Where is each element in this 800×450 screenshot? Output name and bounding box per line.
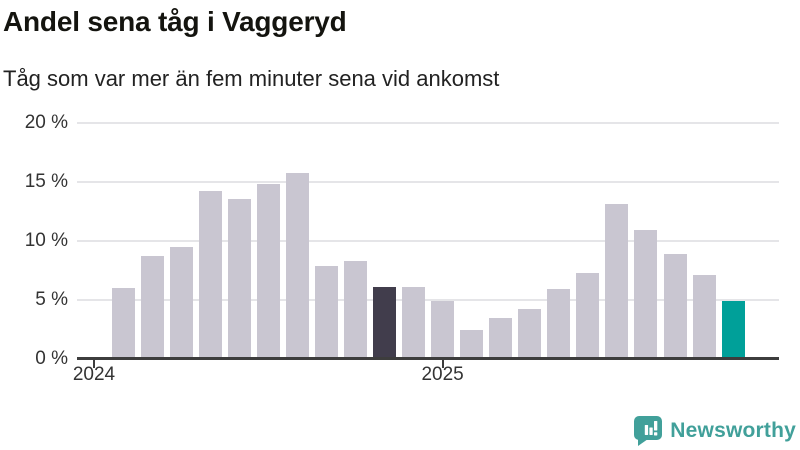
gridline-10 — [77, 240, 779, 242]
bar-2 — [140, 256, 164, 359]
bar-1 — [111, 288, 135, 359]
bar-16 — [547, 289, 571, 359]
brand-footer: Newsworthy — [633, 415, 796, 447]
bar-6 — [256, 184, 280, 359]
bar-19 — [634, 230, 658, 359]
bar-4 — [198, 191, 222, 359]
bar-3 — [169, 246, 193, 359]
newsworthy-logo-icon — [634, 416, 663, 446]
gridline-15 — [77, 181, 779, 183]
y-tick-label-10: 10 % — [24, 230, 68, 251]
y-tick-label-0: 0 % — [35, 348, 68, 369]
gridline-20 — [77, 122, 779, 124]
brand-name: Newsworthy — [670, 419, 796, 442]
bar-17 — [576, 272, 600, 359]
x-tick-label-2025: 2025 — [421, 364, 464, 385]
y-tick-label-20: 20 % — [24, 112, 68, 133]
bar-5 — [227, 198, 251, 359]
y-tick-label-15: 15 % — [24, 171, 68, 192]
x-tick-2025 — [441, 359, 444, 368]
x-tick-label-2024: 2024 — [72, 364, 116, 385]
y-tick-label-5: 5 % — [35, 289, 68, 310]
bar-8 — [314, 265, 338, 359]
bar-9 — [343, 261, 367, 359]
chart-title: Andel sena tåg i Vaggeryd — [3, 6, 347, 37]
bar-21 — [692, 275, 716, 359]
plot-area — [77, 122, 779, 360]
x-tick-2024 — [93, 359, 95, 368]
bar-11 — [402, 287, 426, 359]
bar-13 — [460, 329, 484, 359]
bar-22 — [721, 301, 745, 359]
bar-18 — [605, 204, 629, 359]
chart-subtitle: Tåg som var mer än fem minuter sena vid … — [3, 66, 500, 91]
x-axis-line — [77, 357, 779, 360]
bar-20 — [663, 253, 687, 359]
bar-12 — [431, 301, 455, 359]
bar-7 — [285, 172, 309, 359]
bar-14 — [489, 317, 513, 359]
bar-15 — [518, 309, 542, 359]
gridline-5 — [77, 299, 779, 301]
bar-10 — [373, 287, 396, 359]
